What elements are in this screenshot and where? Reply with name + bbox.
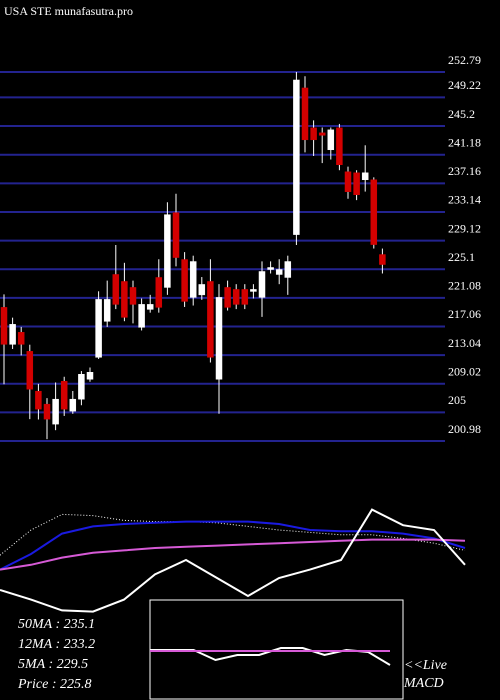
candle-body [353,172,360,195]
stat-label: Price : 225.8 [17,677,91,692]
candle-body [267,267,274,270]
candle-body [146,304,154,310]
candle-body [284,261,292,278]
live-label: <<Live [404,658,447,673]
candle-body [129,287,137,305]
stat-label: 50MA : 235.1 [18,617,95,632]
candle-body [232,289,240,305]
chart-title: USA STE munafasutra.pro [4,4,133,18]
candle-body [370,179,378,245]
candle-body [318,132,326,136]
candle-body [181,259,188,302]
candle-body [86,372,94,380]
candle-body [0,307,8,345]
indicator-line [0,520,466,571]
candle-body [336,127,343,165]
candle-body [17,332,25,345]
indicator-line [0,508,466,613]
candle-body [310,127,317,141]
candle-body [121,281,128,318]
candle-body [327,129,335,151]
candle-body [95,299,102,358]
candle-body [215,297,223,380]
candle-body [207,281,214,358]
candle-body [301,87,309,141]
y-tick-label: 252.79 [448,53,481,67]
candle-body [43,403,51,420]
candle-body [164,214,171,288]
candle-body [26,351,34,390]
candle-body [275,269,283,275]
candle-body [52,398,59,425]
candle-body [60,380,68,410]
candle-body [9,324,16,345]
y-tick-label: 217.06 [448,307,481,321]
candle-body [250,289,257,292]
candle-body [258,271,266,298]
candle-body [241,289,249,305]
y-tick-label: 200.98 [448,422,481,436]
stat-label: 12MA : 233.2 [18,637,95,652]
y-tick-label: 229.12 [448,221,481,235]
indicator-line [0,513,466,556]
candle-body [379,254,386,265]
candle-body [293,79,300,235]
macd-label: MACD [403,676,444,691]
stat-label: 5MA : 229.5 [18,657,88,672]
y-tick-label: 249.22 [448,78,481,92]
candle-body [155,277,163,308]
candle-body [103,299,111,322]
y-tick-label: 241.18 [448,135,481,149]
y-tick-label: 213.04 [448,336,481,350]
y-tick-label: 209.02 [448,364,481,378]
candle-body [172,212,180,258]
candle-body [224,287,231,308]
candle-body [112,274,120,305]
y-tick-label: 237.16 [448,164,481,178]
candle-body [361,172,369,181]
candle-body [344,171,352,192]
y-tick-label: 221.08 [448,279,481,293]
candle-body [198,284,206,296]
y-tick-label: 233.14 [448,193,481,207]
candle-body [69,398,77,412]
candle-body [189,261,197,298]
y-tick-label: 245.2 [448,107,475,121]
candle-body [35,390,42,410]
indicator-line [0,538,466,571]
y-tick-label: 225.1 [448,250,475,264]
candle-body [138,304,145,328]
y-tick-label: 205 [448,393,466,407]
candle-body [78,374,85,400]
